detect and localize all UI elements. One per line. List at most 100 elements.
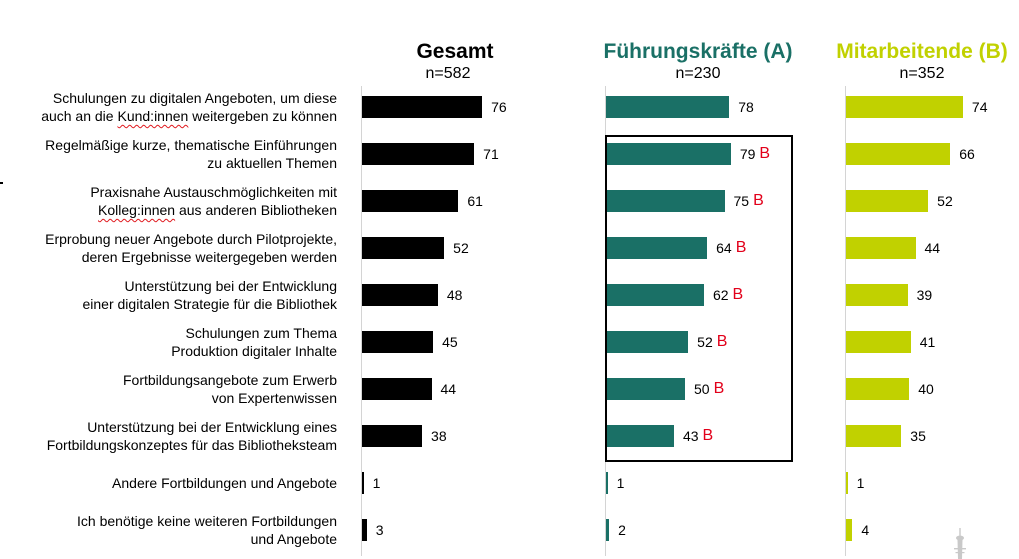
bar-mitarbeitende: [846, 331, 911, 353]
category-label-line: Praxisnahe Austauschmöglichkeiten mit: [90, 184, 337, 200]
value-label: 52: [697, 334, 713, 350]
value-label: 3: [375, 522, 384, 538]
value-label: 39: [916, 287, 933, 303]
bar-fuehrungskraefte: [606, 378, 685, 400]
category-label-line: auch an die Kund:innen weitergeben zu kö…: [41, 108, 337, 124]
value-label: 74: [971, 99, 988, 115]
significance-marker: B: [732, 286, 744, 303]
category-label-line: Kolleg:innen aus anderen Bibliotheken: [98, 202, 337, 218]
significance-marker: B: [735, 239, 747, 256]
category-label: Schulungen zum Thema Produktion digitaler…: [0, 324, 337, 360]
value-label-group: 40: [918, 379, 934, 399]
value-label-group: 35: [910, 426, 926, 446]
category-label-line: Regelmäßige kurze, thematische Einführun…: [45, 137, 337, 153]
panel-title-gesamt: Gesamt: [416, 40, 494, 63]
category-label-line: Fortbildungskonzeptes für das Bibliothek…: [46, 437, 337, 453]
value-label-group: 61: [467, 191, 483, 211]
bar-mitarbeitende: [846, 519, 853, 541]
value-label: 41: [919, 334, 936, 350]
highlight-box: [605, 135, 793, 462]
value-label: 61: [467, 193, 483, 209]
bar-gesamt: [362, 472, 364, 494]
value-label-group: 62 B: [713, 285, 743, 305]
category-label-line: deren Ergebnisse weitergegeben werden: [81, 249, 337, 265]
bar-mitarbeitende: [846, 143, 951, 165]
value-label: 45: [442, 334, 458, 350]
category-label: Erprobung neuer Angebote durch Pilotproj…: [0, 230, 337, 266]
bar-gesamt: [362, 519, 367, 541]
panel-title-mitarbeitende: Mitarbeitende (B): [836, 40, 1008, 63]
bar-gesamt: [362, 425, 423, 447]
edge-mark: [0, 182, 3, 184]
value-label-group: 44: [925, 238, 941, 258]
category-label-line: Andere Fortbildungen und Angebote: [112, 475, 337, 491]
spellcheck-underlined-word: Kund:innen: [117, 108, 189, 124]
bar-fuehrungskraefte: [606, 284, 704, 306]
category-label-line: von Expertenwissen: [211, 390, 337, 406]
value-label: 43: [682, 428, 699, 444]
value-label-group: 44: [441, 379, 457, 399]
value-label: 4: [861, 522, 870, 538]
value-label-group: 2: [618, 520, 626, 540]
value-label-group: 52: [453, 238, 469, 258]
axis-line-mitarbeitende: [845, 86, 846, 556]
value-label: 64: [716, 240, 732, 256]
bar-gesamt: [362, 237, 445, 259]
value-label-group: 1: [857, 473, 865, 493]
value-label-group: 66: [959, 144, 975, 164]
value-label-group: 1: [617, 473, 625, 493]
category-label-line: Schulungen zum Thema: [185, 325, 338, 341]
bar-fuehrungskraefte: [606, 472, 608, 494]
value-label-group: 48: [447, 285, 463, 305]
bar-gesamt: [362, 284, 438, 306]
value-label: 62: [712, 287, 729, 303]
category-label-line: Erprobung neuer Angebote durch Pilotproj…: [45, 231, 337, 247]
bar-mitarbeitende: [846, 190, 929, 212]
value-label-group: 75 B: [734, 191, 764, 211]
bar-mitarbeitende: [846, 284, 908, 306]
significance-marker: B: [716, 333, 728, 350]
value-label: 78: [738, 99, 754, 115]
value-label-group: 64 B: [716, 238, 746, 258]
value-label-group: 50 B: [694, 379, 724, 399]
value-label: 75: [733, 193, 750, 209]
category-label-line: Fortbildungsangebote zum Erwerb: [122, 372, 337, 388]
tower-logo-icon: [954, 528, 966, 559]
bar-gesamt: [362, 190, 459, 212]
category-label-line: Unterstützung bei der Entwicklung eines: [87, 419, 337, 435]
category-label: Unterstützung bei der Entwicklung einer d…: [0, 277, 338, 313]
value-label-group: 79 B: [740, 144, 770, 164]
significance-marker: B: [713, 380, 725, 397]
bar-mitarbeitende: [846, 378, 910, 400]
value-label: 79: [739, 146, 756, 162]
bar-fuehrungskraefte: [606, 425, 674, 447]
value-label: 66: [959, 146, 975, 162]
significance-marker: B: [753, 192, 764, 209]
category-label-line: Produktion digitaler Inhalte: [171, 343, 337, 359]
value-label: 76: [491, 99, 507, 115]
axis-line-gesamt: [361, 86, 362, 556]
value-label-group: 74: [972, 97, 988, 117]
significance-marker: B: [702, 427, 714, 444]
bar-gesamt: [362, 331, 434, 353]
category-label: Andere Fortbildungen und Angebote: [0, 474, 337, 492]
value-label: 1: [616, 475, 625, 491]
category-label: Schulungen zu digitalen Angeboten, um di…: [0, 89, 337, 125]
value-label-group: 45: [442, 332, 458, 352]
category-label-line: Schulungen zu digitalen Angeboten, um di…: [52, 90, 337, 106]
value-label: 48: [446, 287, 463, 303]
category-label: Ich benötige keine weiteren Fortbildunge…: [0, 512, 337, 548]
bar-fuehrungskraefte: [606, 237, 708, 259]
category-label-line: Unterstützung bei der Entwicklung: [124, 278, 337, 294]
value-label: 40: [918, 381, 934, 397]
bar-fuehrungskraefte: [606, 190, 725, 212]
value-label-group: 39: [917, 285, 933, 305]
panel-sample-size-fuehrungskraefte: n=230: [675, 65, 721, 82]
panel-sample-size-mitarbeitende: n=352: [899, 65, 945, 82]
bar-mitarbeitende: [846, 96, 963, 118]
category-label: Fortbildungsangebote zum Erwerb von Exper…: [0, 371, 337, 407]
value-label-group: 52: [937, 191, 953, 211]
panel-title-fuehrungskraefte: Führungskräfte (A): [603, 40, 793, 63]
value-label-group: 41: [920, 332, 936, 352]
